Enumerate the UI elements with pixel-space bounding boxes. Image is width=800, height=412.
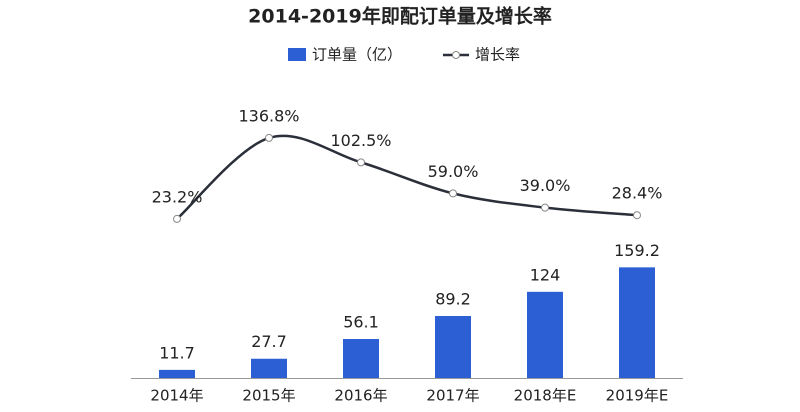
- line-point: [541, 203, 549, 212]
- data-label: 136.8%: [238, 106, 299, 125]
- chart-title: 2014-2019年即配订单量及增长率: [248, 5, 552, 28]
- bar: [435, 316, 471, 378]
- x-tick-label: 2017年: [426, 387, 479, 405]
- line-point: [449, 189, 457, 198]
- x-tick-label: 2018年E: [514, 387, 577, 405]
- bar: [343, 339, 379, 378]
- x-tick-label: 2019年E: [606, 387, 669, 405]
- bar: [527, 291, 563, 378]
- bar: [159, 369, 195, 378]
- data-label: 23.2%: [152, 187, 203, 206]
- legend-swatch: [288, 48, 306, 61]
- data-label: 89.2: [435, 290, 471, 309]
- data-label: 59.0%: [428, 162, 479, 181]
- line-point: [173, 214, 181, 223]
- data-label: 102.5%: [330, 131, 391, 150]
- data-label: 159.2: [614, 241, 660, 260]
- line-point: [265, 133, 273, 142]
- bar: [619, 267, 655, 378]
- data-label: 27.7: [251, 332, 287, 351]
- data-label: 39.0%: [520, 176, 571, 195]
- bar: [251, 358, 287, 378]
- line-point: [357, 158, 365, 167]
- x-tick-label: 2015年: [242, 387, 295, 405]
- line-point: [633, 211, 641, 220]
- data-label: 124: [530, 265, 561, 284]
- data-label: 28.4%: [612, 184, 663, 203]
- legend-label: 增长率: [475, 46, 520, 64]
- data-label: 11.7: [159, 343, 195, 362]
- line: [176, 134, 638, 220]
- x-tick-label: 2014年: [150, 387, 203, 405]
- x-tick-label: 2016年: [334, 387, 387, 405]
- data-label: 56.1: [343, 313, 379, 332]
- legend-swatch: [452, 51, 460, 59]
- legend-label: 订单量（亿）: [312, 46, 402, 64]
